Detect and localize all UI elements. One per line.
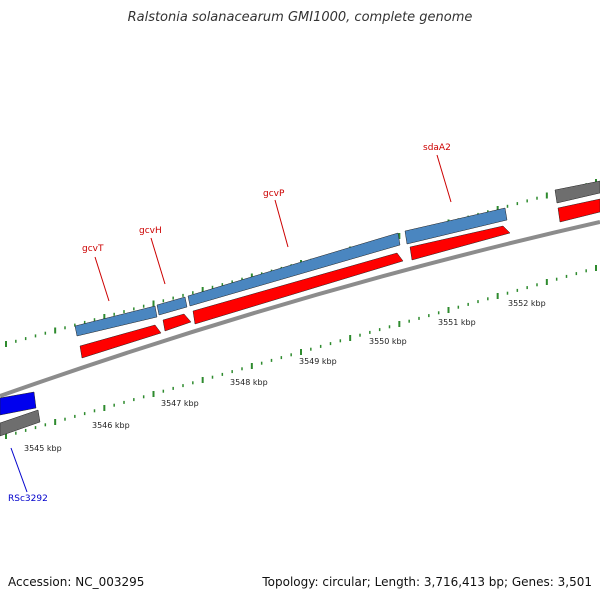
label-pointer-rsc3292 — [10, 447, 28, 493]
label-pointer-gcvH — [150, 237, 166, 285]
gene-label-sdaA2[interactable]: sdaA2 — [423, 143, 451, 153]
gene-label-rsc3292[interactable]: RSc3292 — [8, 494, 48, 504]
gene-bar-gcvH[interactable] — [156, 296, 188, 316]
label-pointer-gcvP — [274, 199, 289, 248]
scale-label: 3551 kbp — [438, 318, 476, 327]
scale-label: 3550 kbp — [369, 337, 407, 346]
scale-label: 3546 kbp — [92, 421, 130, 430]
genome-backbone — [0, 220, 600, 398]
gene-bar-left-gray[interactable] — [0, 409, 41, 437]
label-pointer-gcvT — [94, 256, 110, 302]
accession-text: Accession: NC_003295 — [8, 575, 145, 589]
map-title: Ralstonia solanacearum GMI1000, complete… — [127, 10, 473, 25]
gene-bar-gcvP[interactable] — [187, 232, 401, 307]
scale-label: 3545 kbp — [24, 444, 62, 453]
genome-summary-text: Topology: circular; Length: 3,716,413 bp… — [262, 575, 592, 589]
scale-label: 3547 kbp — [161, 399, 199, 408]
gene-bar-rsc3292[interactable] — [0, 391, 37, 416]
gene-label-gcvP[interactable]: gcvP — [263, 189, 285, 199]
scale-label: 3548 kbp — [230, 378, 268, 387]
scale-labels: 3545 kbp 3546 kbp 3547 kbp 3548 kbp 3549… — [24, 299, 546, 453]
gene-arrow-4[interactable] — [409, 225, 511, 261]
gene-bar-sdaA2[interactable] — [404, 207, 508, 245]
feature-track — [0, 180, 600, 437]
gene-arrow-1[interactable] — [79, 324, 162, 359]
lower-tick-track — [5, 265, 597, 439]
label-pointer-sdaA2 — [436, 154, 452, 203]
scale-label: 3549 kbp — [299, 357, 337, 366]
scale-label: 3552 kbp — [508, 299, 546, 308]
gene-bar-right-gray[interactable] — [554, 180, 600, 204]
gene-arrow-right[interactable] — [557, 198, 600, 223]
gene-arrow-2[interactable] — [162, 313, 192, 332]
gene-label-gcvT[interactable]: gcvT — [82, 244, 104, 254]
gene-labels: gcvT gcvH gcvP sdaA2 RSc3292 — [8, 143, 452, 504]
gene-arrow-3[interactable] — [192, 252, 404, 325]
gene-label-gcvH[interactable]: gcvH — [139, 226, 162, 236]
gene-bar-gcvT[interactable] — [74, 305, 158, 337]
